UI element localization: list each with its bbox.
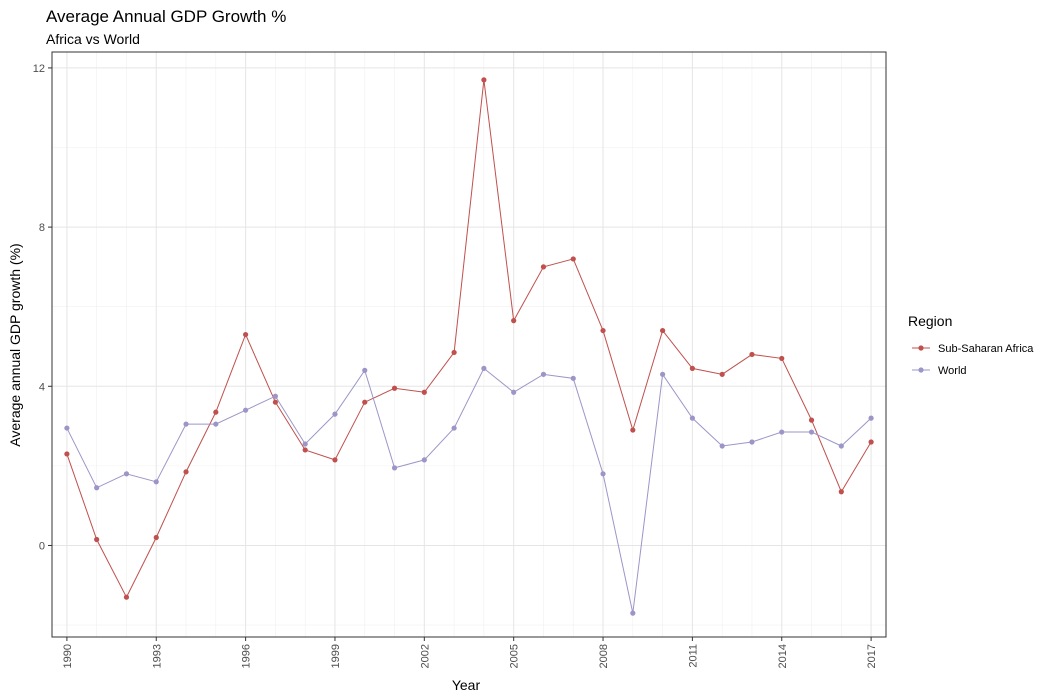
x-tick-label: 1990 (62, 644, 74, 668)
x-axis-title: Year (452, 677, 481, 693)
data-point-sub-saharan-africa (153, 534, 159, 541)
data-point-world (481, 365, 487, 371)
data-point-world (779, 429, 785, 435)
x-tick-label: 2014 (777, 644, 789, 668)
legend-key-point (918, 345, 924, 351)
data-point-world (153, 479, 159, 485)
x-tick-label: 2008 (598, 644, 610, 668)
data-point-sub-saharan-africa (838, 489, 844, 495)
data-point-world (272, 393, 278, 399)
data-point-world (362, 367, 368, 373)
y-axis-title: Average annual GDP growth (%) (7, 243, 23, 446)
data-point-sub-saharan-africa (660, 327, 666, 334)
legend-label: World (938, 365, 967, 377)
y-tick-label: 12 (33, 63, 45, 75)
x-tick-label: 2005 (509, 644, 521, 668)
series-line-world (66, 367, 872, 614)
data-point-world (451, 425, 457, 431)
data-point-world (689, 415, 695, 421)
data-point-world (600, 471, 606, 477)
y-tick-label: 4 (39, 381, 45, 393)
legend-item-sub-saharan-africa: Sub-Saharan Africa (912, 343, 1034, 355)
y-tick-label: 0 (39, 540, 45, 552)
data-point-world (64, 425, 70, 431)
data-point-world (540, 371, 547, 377)
x-tick-label: 1993 (151, 644, 163, 668)
x-tick-label: 2017 (866, 644, 878, 668)
legend-title: Region (908, 313, 952, 329)
x-tick-label: 1999 (330, 644, 342, 668)
data-point-world (123, 471, 130, 477)
data-point-sub-saharan-africa (183, 469, 189, 475)
data-point-world (660, 371, 666, 377)
x-tick-label: 2011 (687, 644, 699, 668)
data-point-sub-saharan-africa (808, 417, 815, 423)
chart-title: Average Annual GDP Growth % (46, 7, 286, 26)
plot-panel-border (51, 51, 887, 638)
data-point-world (570, 375, 576, 381)
data-point-sub-saharan-africa (600, 327, 606, 334)
data-point-world (94, 485, 100, 491)
data-point-sub-saharan-africa (391, 385, 398, 391)
series (64, 77, 874, 616)
data-point-sub-saharan-africa (243, 331, 249, 338)
data-point-sub-saharan-africa (630, 427, 636, 433)
data-point-world (749, 439, 755, 445)
data-point-world (421, 457, 427, 463)
data-point-world (838, 443, 844, 449)
axes: 0 4 8 12 1990 1993 1996 1999 2002 2005 2008 2011 201… (33, 63, 878, 669)
data-point-sub-saharan-africa (123, 594, 130, 600)
data-point-sub-saharan-africa (451, 349, 457, 356)
data-point-sub-saharan-africa (421, 389, 427, 395)
data-point-sub-saharan-africa (868, 439, 874, 445)
data-point-sub-saharan-africa (272, 399, 278, 405)
data-point-sub-saharan-africa (64, 451, 70, 457)
data-point-world (630, 610, 636, 616)
data-point-sub-saharan-africa (332, 457, 338, 463)
data-point-sub-saharan-africa (779, 355, 785, 362)
data-point-world (391, 465, 398, 471)
series-world (64, 365, 874, 616)
data-point-sub-saharan-africa (481, 77, 487, 83)
data-point-sub-saharan-africa (570, 256, 576, 262)
data-point-sub-saharan-africa (94, 536, 100, 543)
y-tick-label: 8 (39, 222, 45, 234)
data-point-world (302, 441, 308, 447)
data-point-sub-saharan-africa (749, 351, 755, 358)
chart-subtitle: Africa vs World (46, 31, 140, 47)
series-sub-saharan-africa (64, 77, 874, 600)
legend-label: Sub-Saharan Africa (938, 343, 1034, 355)
legend: Region Sub-Saharan Africa World (908, 313, 1034, 377)
data-point-sub-saharan-africa (540, 264, 547, 270)
data-point-world (332, 411, 338, 417)
data-point-world (183, 421, 189, 427)
legend-item-world: World (912, 365, 967, 377)
data-point-world (213, 421, 219, 427)
data-point-sub-saharan-africa (689, 365, 695, 371)
data-point-world (511, 389, 517, 395)
data-point-world (719, 443, 725, 449)
data-point-world (808, 429, 815, 435)
data-point-sub-saharan-africa (302, 447, 308, 453)
data-point-sub-saharan-africa (719, 371, 725, 377)
series-line-sub-saharan-africa (66, 79, 872, 599)
x-tick-label: 1996 (241, 644, 253, 668)
data-point-sub-saharan-africa (511, 318, 517, 324)
grid (52, 52, 886, 637)
legend-key-point (918, 367, 924, 373)
data-point-sub-saharan-africa (362, 399, 368, 405)
x-tick-label: 2002 (419, 644, 431, 668)
data-point-world (243, 407, 249, 413)
data-point-sub-saharan-africa (213, 409, 219, 415)
data-point-world (868, 415, 874, 421)
